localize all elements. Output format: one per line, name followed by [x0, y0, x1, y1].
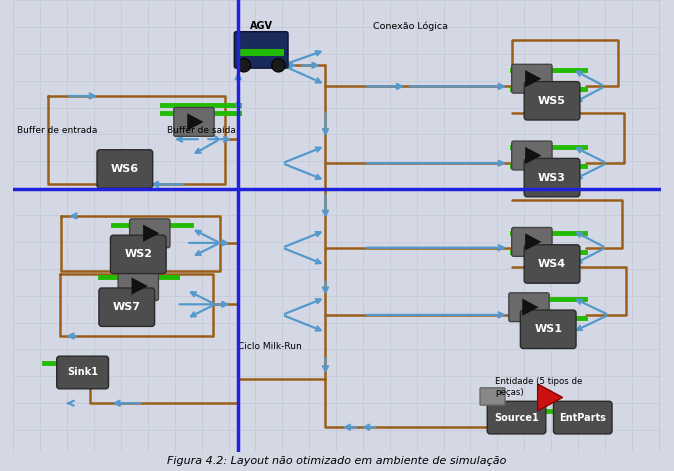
FancyBboxPatch shape: [480, 388, 505, 405]
FancyBboxPatch shape: [129, 219, 170, 248]
Polygon shape: [131, 277, 148, 295]
FancyBboxPatch shape: [524, 158, 580, 197]
FancyBboxPatch shape: [512, 65, 552, 93]
FancyBboxPatch shape: [524, 245, 580, 283]
Circle shape: [237, 58, 251, 72]
Circle shape: [272, 58, 285, 72]
FancyBboxPatch shape: [57, 356, 109, 389]
Text: Buffer de saída: Buffer de saída: [167, 126, 236, 135]
Polygon shape: [143, 225, 159, 242]
FancyBboxPatch shape: [509, 293, 549, 322]
Polygon shape: [525, 233, 541, 251]
Text: WS1: WS1: [534, 324, 562, 334]
Text: Ciclo Milk-Run: Ciclo Milk-Run: [238, 342, 302, 351]
FancyBboxPatch shape: [174, 107, 214, 136]
Text: Figura 4.2: Layout não otimizado em ambiente de simulação: Figura 4.2: Layout não otimizado em ambi…: [167, 456, 507, 466]
Polygon shape: [522, 299, 539, 316]
Polygon shape: [525, 147, 541, 164]
Text: Source1: Source1: [494, 413, 539, 422]
Polygon shape: [525, 70, 541, 87]
Text: EntParts: EntParts: [559, 413, 606, 422]
Text: Entidade (5 tipos de
peças): Entidade (5 tipos de peças): [495, 377, 583, 397]
Text: AGV: AGV: [249, 21, 273, 31]
FancyBboxPatch shape: [97, 150, 153, 188]
Text: Buffer de entrada: Buffer de entrada: [18, 126, 98, 135]
Text: WS6: WS6: [111, 164, 139, 174]
FancyBboxPatch shape: [512, 227, 552, 256]
Polygon shape: [187, 114, 204, 130]
FancyBboxPatch shape: [235, 32, 288, 68]
Text: WS7: WS7: [113, 302, 141, 312]
Polygon shape: [538, 384, 563, 411]
FancyBboxPatch shape: [520, 310, 576, 349]
FancyBboxPatch shape: [524, 81, 580, 120]
Text: Sink1: Sink1: [67, 367, 98, 377]
FancyBboxPatch shape: [553, 401, 612, 434]
FancyBboxPatch shape: [111, 235, 166, 274]
FancyBboxPatch shape: [99, 288, 154, 326]
Text: WS2: WS2: [124, 250, 152, 260]
FancyBboxPatch shape: [118, 272, 158, 300]
Text: WS4: WS4: [538, 259, 566, 269]
FancyBboxPatch shape: [487, 401, 546, 434]
FancyBboxPatch shape: [512, 141, 552, 170]
Text: WS3: WS3: [538, 172, 566, 183]
Text: Conexão Lógica: Conexão Lógica: [373, 21, 448, 31]
Text: WS5: WS5: [538, 96, 566, 106]
